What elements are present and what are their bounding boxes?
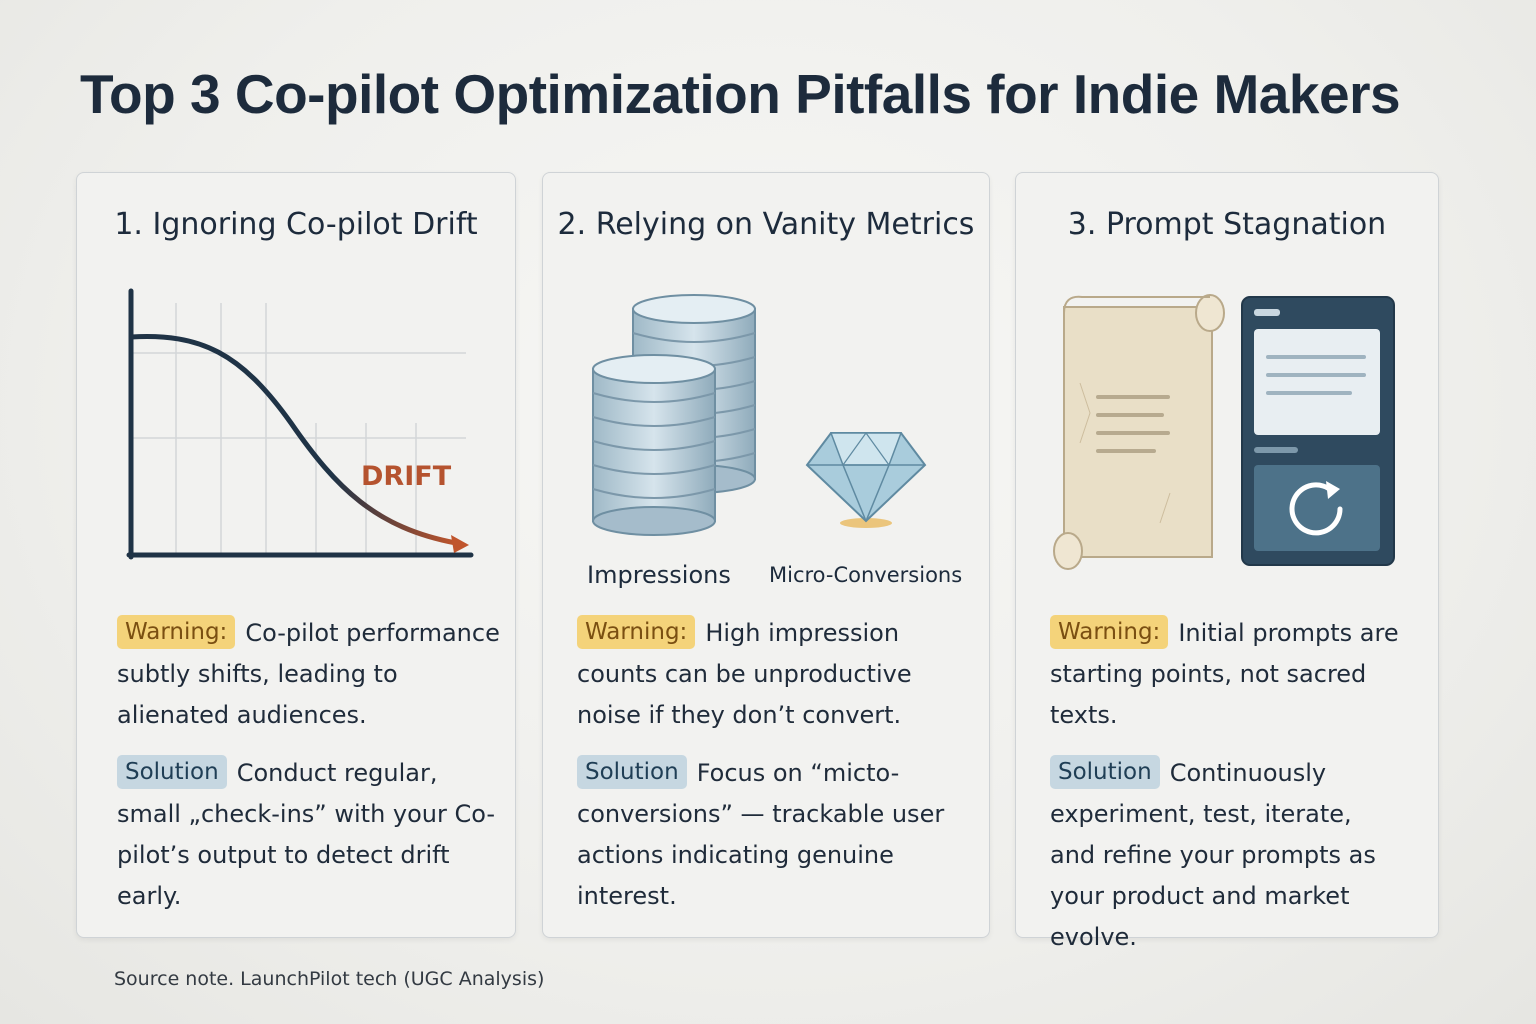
page-title: Top 3 Co-pilot Optimization Pitfalls for…: [80, 63, 1401, 125]
solution-badge: Solution: [577, 755, 687, 789]
diamond-icon: [805, 432, 927, 528]
coin-stack-icon: [592, 294, 756, 536]
warning-text: High impression counts can be unproducti…: [577, 619, 912, 729]
pitfall-card-1: 1. Ignoring Co-pilot Drift DRIFT: [76, 172, 516, 938]
micro-conversions-label: Micro-Conversions: [769, 563, 963, 587]
solution-text: Conduct regular, small „check-ins” with …: [117, 759, 496, 910]
impressions-label: Impressions: [587, 561, 731, 589]
solution-paragraph: Solution Continuously experiment, test, i…: [1050, 753, 1395, 958]
solution-text: Focus on “micto-conversions” — trackable…: [577, 759, 945, 910]
source-note: Source note. LaunchPilot tech (UGC Analy…: [114, 968, 545, 990]
warning-badge: Warning:: [1050, 615, 1169, 649]
drift-curve-chart-icon: [126, 288, 474, 560]
solution-paragraph: Solution Focus on “micto-conversions” — t…: [577, 753, 977, 917]
warning-text: Co-pilot performance subtly shifts, lead…: [117, 619, 500, 729]
warning-text: Initial prompts are starting points, not…: [1050, 619, 1399, 729]
warning-paragraph: Warning: Initial prompts are starting poi…: [1050, 613, 1425, 736]
refresh-panel-icon: [1241, 296, 1395, 566]
warning-badge: Warning:: [117, 615, 236, 649]
card-title: 1. Ignoring Co-pilot Drift: [114, 207, 478, 242]
pitfall-card-3: 3. Prompt Stagnation Warning: Initial pro…: [1015, 172, 1439, 951]
pitfall-card-2: 2. Relying on Vanity Metrics: [542, 172, 990, 938]
drift-label: DRIFT: [361, 461, 452, 492]
solution-paragraph: Solution Conduct regular, small „check-in…: [117, 753, 497, 917]
card-title: 2. Relying on Vanity Metrics: [557, 207, 975, 242]
warning-badge: Warning:: [577, 615, 696, 649]
scroll-icon: [1053, 294, 1225, 570]
warning-paragraph: Warning: Co-pilot performance subtly shif…: [117, 613, 502, 736]
warning-paragraph: Warning: High impression counts can be un…: [577, 613, 972, 736]
solution-badge: Solution: [1050, 755, 1160, 789]
solution-badge: Solution: [117, 755, 227, 789]
solution-text: Continuously experiment, test, iterate, …: [1050, 759, 1376, 951]
card-title: 3. Prompt Stagnation: [1067, 207, 1387, 242]
